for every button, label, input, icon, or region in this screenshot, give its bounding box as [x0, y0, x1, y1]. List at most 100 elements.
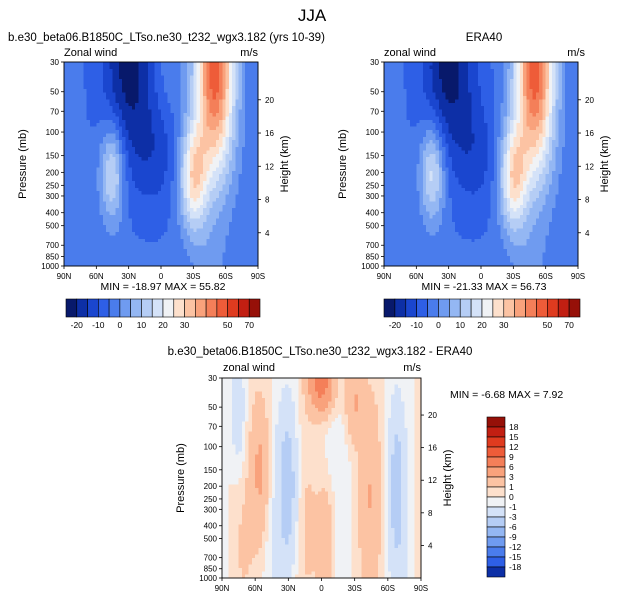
- contour-cell: [83, 119, 88, 124]
- contour-cell: [532, 89, 537, 94]
- contour-cell: [76, 130, 81, 134]
- contour-cell: [422, 136, 427, 141]
- contour-cell: [131, 109, 136, 114]
- contour-cell: [529, 130, 534, 134]
- contour-cell: [190, 82, 194, 87]
- contour-cell: [106, 92, 110, 97]
- contour-cell: [141, 201, 146, 206]
- contour-cell: [99, 116, 104, 121]
- contour-cell: [106, 194, 110, 199]
- contour-cell: [138, 238, 143, 243]
- contour-cell: [76, 177, 81, 182]
- contour-cell: [173, 177, 178, 182]
- contour-cell: [390, 113, 395, 117]
- contour-cell: [109, 262, 114, 267]
- contour-cell: [154, 113, 159, 117]
- contour-cell: [532, 72, 537, 77]
- contour-cell: [438, 123, 443, 128]
- contour-cell: [438, 130, 443, 134]
- contour-cell: [177, 174, 181, 179]
- contour-cell: [199, 126, 204, 131]
- contour-cell: [122, 170, 127, 175]
- contour-cell: [235, 123, 240, 128]
- contour-cell: [212, 160, 217, 165]
- contour-cell: [161, 160, 165, 165]
- contour-cell: [500, 75, 505, 80]
- contour-cell: [157, 119, 162, 124]
- contour-cell: [118, 92, 123, 97]
- contour-cell: [400, 102, 404, 107]
- contour-cell: [70, 109, 75, 114]
- contour-cell: [215, 255, 220, 260]
- contour-cell: [468, 89, 472, 94]
- contour-cell: [245, 99, 249, 104]
- contour-cell: [177, 245, 181, 250]
- contour-cell: [186, 177, 191, 182]
- contour-cell: [144, 116, 149, 121]
- contour-cell: [212, 143, 217, 148]
- contour-cell: [209, 89, 214, 94]
- contour-cell: [148, 85, 152, 90]
- contour-cell: [500, 65, 505, 70]
- contour-cell: [199, 65, 204, 70]
- contour-cell: [215, 85, 220, 90]
- contour-cell: [426, 133, 430, 138]
- contour-cell: [148, 153, 152, 158]
- contour-cell: [93, 235, 97, 240]
- contour-cell: [70, 211, 75, 216]
- contour-cell: [251, 245, 256, 250]
- contour-cell: [157, 92, 162, 97]
- contour-cell: [180, 218, 185, 223]
- contour-cell: [109, 126, 114, 131]
- contour-cell: [186, 249, 191, 253]
- contour-cell: [170, 85, 175, 90]
- contour-cell: [241, 130, 246, 134]
- contour-cell: [186, 160, 191, 165]
- contour-cell: [203, 119, 207, 124]
- contour-cell: [154, 174, 159, 179]
- contour-cell: [86, 143, 91, 148]
- contour-cell: [148, 113, 152, 117]
- contour-cell: [106, 228, 110, 233]
- contour-cell: [183, 174, 188, 179]
- contour-cell: [199, 238, 204, 243]
- contour-cell: [228, 194, 233, 199]
- contour-cell: [131, 157, 136, 162]
- contour-cell: [523, 113, 527, 117]
- contour-cell: [241, 75, 246, 80]
- contour-cell: [568, 85, 573, 90]
- contour-cell: [245, 225, 249, 230]
- contour-cell: [167, 259, 172, 264]
- contour-cell: [558, 85, 563, 90]
- contour-cell: [190, 89, 194, 94]
- contour-cell: [106, 218, 110, 223]
- contour-cell: [102, 259, 107, 264]
- contour-cell: [73, 164, 78, 168]
- contour-cell: [67, 75, 72, 80]
- contour-cell: [164, 106, 169, 111]
- contour-cell: [67, 140, 72, 145]
- contour-cell: [384, 102, 388, 107]
- contour-cell: [232, 225, 236, 230]
- contour-cell: [173, 252, 178, 257]
- contour-cell: [109, 177, 114, 182]
- contour-cell: [76, 140, 81, 145]
- contour-cell: [548, 106, 553, 111]
- contour-cell: [99, 123, 104, 128]
- contour-cell: [458, 119, 463, 124]
- contour-cell: [212, 62, 217, 66]
- contour-cell: [144, 113, 149, 117]
- contour-cell: [128, 228, 133, 233]
- contour-cell: [419, 136, 424, 141]
- contour-cell: [99, 119, 104, 124]
- contour-cell: [203, 218, 207, 223]
- contour-cell: [206, 228, 211, 233]
- contour-cell: [222, 167, 227, 172]
- contour-cell: [144, 160, 149, 165]
- contour-cell: [122, 150, 127, 155]
- contour-cell: [86, 204, 91, 209]
- contour-cell: [199, 232, 204, 236]
- contour-cell: [64, 218, 68, 223]
- contour-cell: [209, 218, 214, 223]
- contour-cell: [552, 96, 556, 100]
